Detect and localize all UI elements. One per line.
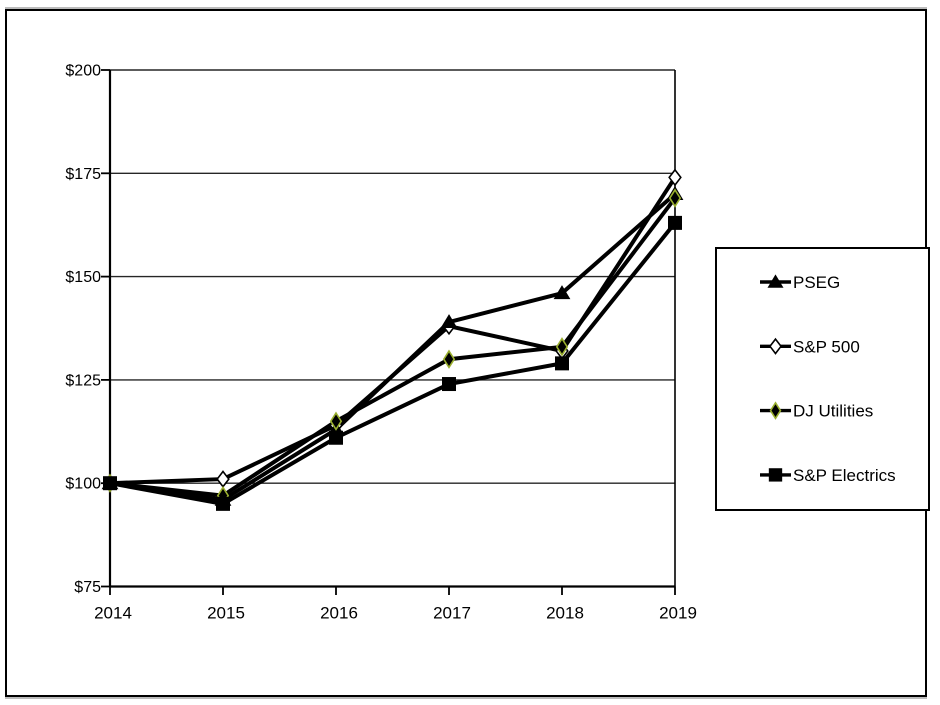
square-marker xyxy=(216,496,230,511)
x-tick-label: 2018 xyxy=(546,604,584,623)
y-axis: $75 $100 $125 $150 $175 $200 xyxy=(65,63,110,596)
open-diamond-marker xyxy=(216,470,230,488)
y-tick-label: $150 xyxy=(65,269,101,286)
series-s-p-electrics xyxy=(109,221,677,506)
s-p-electrics-marker-icon xyxy=(768,468,783,482)
y-tick-label: $125 xyxy=(65,372,101,389)
legend-label: DJ Utilities xyxy=(793,402,873,421)
legend-label: S&P Electrics xyxy=(793,466,896,485)
x-tick-label: 2015 xyxy=(207,604,245,623)
pseg-marker-icon xyxy=(767,274,784,288)
triangle-marker xyxy=(553,285,571,300)
square-marker xyxy=(768,468,783,482)
series-dj-utilities xyxy=(109,196,677,498)
legend-label: S&P 500 xyxy=(793,337,860,356)
s-p-500-marker-icon xyxy=(768,337,783,355)
square-marker xyxy=(442,377,456,392)
x-tick-label: 2016 xyxy=(320,604,358,623)
square-marker xyxy=(329,430,343,445)
legend: PSEG S&P 500 DJ Utilities S&P Electrics xyxy=(715,247,930,511)
filled-diamond-marker xyxy=(555,337,569,357)
y-tick-label: $200 xyxy=(65,63,101,80)
square-marker xyxy=(555,356,569,371)
legend-item-dj-utilities: DJ Utilities xyxy=(760,401,873,421)
triangle-marker xyxy=(767,274,784,288)
filled-diamond-marker xyxy=(442,349,456,369)
filled-diamond-marker xyxy=(668,188,682,208)
open-diamond-marker xyxy=(668,168,682,187)
y-tick-label: $175 xyxy=(65,166,101,183)
square-marker xyxy=(668,215,682,230)
markers-s-p-electrics xyxy=(103,215,682,511)
y-tick-label: $75 xyxy=(74,579,101,596)
triangle-marker xyxy=(440,314,458,329)
dj-utilities-marker-icon xyxy=(769,401,782,420)
legend-item-s-p-500: S&P 500 xyxy=(760,337,860,356)
x-tick-label: 2014 xyxy=(94,604,132,623)
square-marker xyxy=(103,476,117,491)
open-diamond-marker xyxy=(768,337,783,355)
series-line-pseg xyxy=(109,192,677,502)
filled-diamond-marker xyxy=(329,411,343,431)
series-pseg xyxy=(109,192,677,502)
x-tick-label: 2017 xyxy=(433,604,471,623)
series-line-dj-utilities xyxy=(109,196,677,498)
legend-item-s-p-electrics: S&P Electrics xyxy=(760,466,896,485)
x-tick-label: 2019 xyxy=(659,604,697,623)
markers-dj-utilities xyxy=(103,188,682,506)
legend-box xyxy=(715,247,930,511)
series-line-s-p-electrics xyxy=(109,221,677,506)
markers-pseg xyxy=(101,185,684,506)
legend-label: PSEG xyxy=(793,273,840,292)
legend-item-pseg: PSEG xyxy=(760,273,840,292)
markers-s-p-500 xyxy=(103,168,682,493)
x-axis: 2014 2015 2016 2017 2018 2019 xyxy=(94,586,697,623)
y-tick-label: $100 xyxy=(65,476,101,493)
filled-diamond-marker xyxy=(769,401,782,420)
